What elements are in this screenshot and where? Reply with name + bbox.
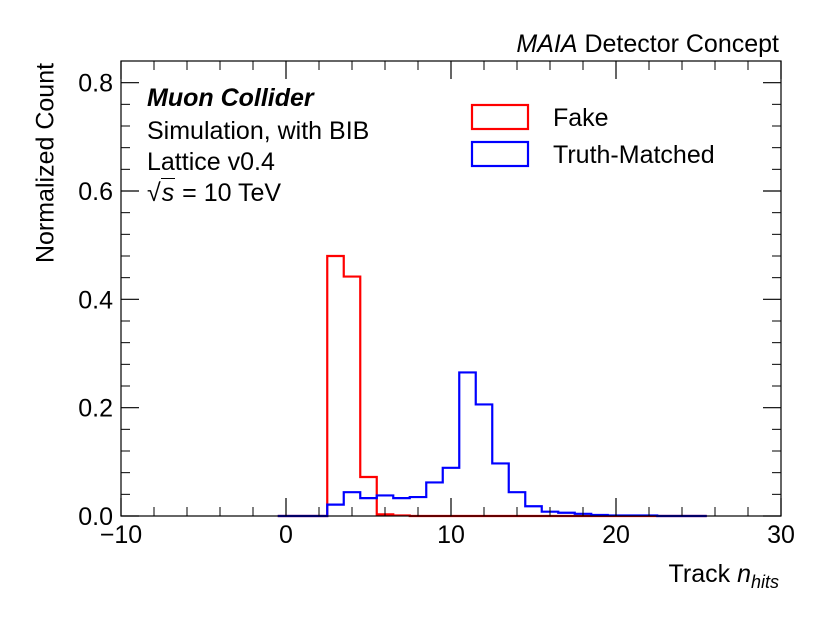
- x-tick-label: 30: [767, 521, 795, 549]
- simulation-label: Simulation, with BIB: [147, 117, 370, 145]
- series-layer: [277, 254, 707, 518]
- energy-value: = 10 TeV: [175, 179, 282, 207]
- x-tick-label: −10: [100, 521, 142, 549]
- legend-swatch-fake: [470, 103, 530, 131]
- legend-label-fake: Fake: [553, 104, 609, 132]
- x-axis-label: Track nhits: [669, 560, 779, 593]
- legend-layer: [470, 103, 530, 168]
- x-tick-label: 0: [279, 521, 293, 549]
- x-tick-label: 10: [437, 521, 465, 549]
- title-italic: MAIA: [516, 30, 578, 58]
- y-axis-label: Normalized Count: [31, 62, 60, 264]
- experiment-label: Muon Collider: [147, 84, 314, 112]
- energy-symbol: s: [160, 178, 176, 207]
- y-tick-label: 0.8: [78, 70, 113, 98]
- title-rest: Detector Concept: [584, 30, 779, 58]
- y-tick-label: 0.4: [78, 286, 113, 314]
- series-truth-matched-line: [277, 371, 707, 518]
- x-axis-label-main: Track: [668, 560, 738, 588]
- legend-swatch-truth-matched: [470, 140, 530, 168]
- y-tick-label: 0.6: [78, 178, 113, 206]
- lattice-label: Lattice v0.4: [147, 148, 275, 176]
- x-tick-label: 20: [602, 521, 630, 549]
- x-axis-label-var: n: [737, 560, 751, 588]
- x-axis-label-sub: hits: [750, 572, 779, 592]
- energy-label: √s = 10 TeV: [147, 178, 282, 207]
- legend-label-truth-matched: Truth-Matched: [553, 141, 715, 169]
- y-tick-label: 0.0: [78, 503, 113, 531]
- chart-title: MAIA Detector Concept: [516, 30, 779, 59]
- ticks-layer: −10 0 10 20 30 0.0 0.2 0.4 0.6 0.8: [78, 61, 795, 549]
- series-fake-line: [277, 254, 707, 518]
- y-tick-label: 0.2: [78, 395, 113, 423]
- sqrt-symbol: √s: [147, 178, 176, 207]
